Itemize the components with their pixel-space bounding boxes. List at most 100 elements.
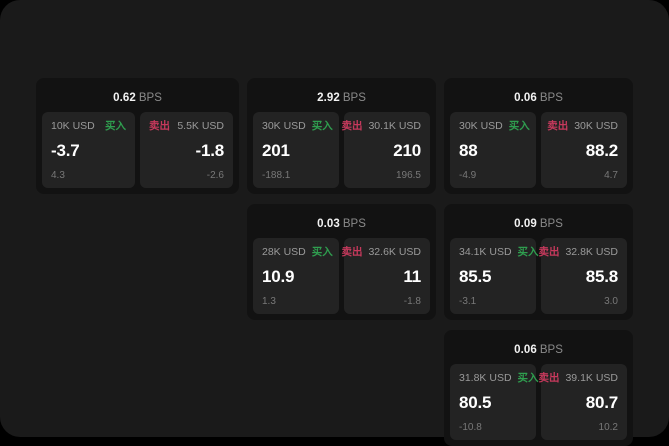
card-header: 2.92 BPS (253, 84, 430, 112)
sell-delta: 196.5 (395, 170, 421, 181)
quote-column-2: 2.92 BPS 30K USD 买入 201 -188.1 30.1K USD (247, 78, 436, 320)
buy-delta: 4.3 (51, 170, 65, 181)
card-sides: 28K USD 买入 10.9 1.3 32.6K USD 卖出 11 -1.8 (253, 238, 430, 314)
quote-column-3: 0.06 BPS 30K USD 买入 88 -4.9 30K USD (444, 78, 633, 446)
sell-panel[interactable]: 5.5K USD 卖出 -1.8 -2.6 (140, 112, 233, 188)
buy-price: 88 (459, 141, 478, 160)
buy-panel[interactable]: 30K USD 买入 201 -188.1 (253, 112, 339, 188)
card-sides: 30K USD 买入 88 -4.9 30K USD 卖出 88.2 4.7 (450, 112, 627, 188)
bps-unit-label: BPS (539, 92, 563, 104)
sell-price: 85.8 (585, 267, 618, 286)
card-header: 0.06 BPS (450, 336, 627, 364)
buy-price: -3.7 (51, 141, 80, 160)
card-sides: 34.1K USD 买入 85.5 -3.1 32.8K USD 卖出 85.8… (450, 238, 627, 314)
buy-panel[interactable]: 10K USD 买入 -3.7 4.3 (42, 112, 135, 188)
quote-card[interactable]: 0.03 BPS 28K USD 买入 10.9 1.3 32.6K USD (247, 204, 436, 320)
card-sides: 10K USD 买入 -3.7 4.3 5.5K USD 卖出 -1.8 -2.… (42, 112, 233, 188)
bps-unit-label: BPS (342, 92, 366, 104)
buy-size: 28K USD (262, 246, 306, 259)
buy-panel[interactable]: 28K USD 买入 10.9 1.3 (253, 238, 339, 314)
bps-value: 0.03 (317, 218, 340, 230)
sell-panel-top: 5.5K USD 卖出 (149, 120, 224, 133)
buy-size: 31.8K USD (459, 372, 512, 385)
sell-tag: 卖出 (547, 120, 569, 133)
card-sides: 31.8K USD 买入 80.5 -10.8 39.1K USD 卖出 80.… (450, 364, 627, 440)
buy-panel[interactable]: 34.1K USD 买入 85.5 -3.1 (450, 238, 539, 314)
bps-value: 2.92 (317, 92, 340, 104)
quote-card[interactable]: 0.62 BPS 10K USD 买入 -3.7 4.3 5.5K USD (36, 78, 239, 194)
sell-panel-top: 30.1K USD 卖出 (341, 120, 421, 133)
sell-delta: -2.6 (206, 170, 224, 181)
bps-value: 0.62 (113, 92, 136, 104)
quote-card[interactable]: 0.06 BPS 30K USD 买入 88 -4.9 30K USD (444, 78, 633, 194)
card-header: 0.62 BPS (42, 84, 233, 112)
bps-value: 0.06 (514, 92, 537, 104)
buy-delta: 1.3 (262, 296, 276, 307)
bps-unit-label: BPS (342, 218, 366, 230)
bps-value: 0.06 (514, 344, 537, 356)
sell-panel[interactable]: 30K USD 卖出 88.2 4.7 (541, 112, 627, 188)
sell-tag: 卖出 (341, 246, 363, 259)
sell-price: 210 (393, 141, 421, 160)
quote-card[interactable]: 2.92 BPS 30K USD 买入 201 -188.1 30.1K USD (247, 78, 436, 194)
sell-size: 5.5K USD (177, 120, 224, 133)
buy-panel-top: 28K USD 买入 (262, 246, 333, 259)
buy-panel[interactable]: 31.8K USD 买入 80.5 -10.8 (450, 364, 539, 440)
sell-delta: 10.2 (598, 422, 618, 433)
card-sides: 30K USD 买入 201 -188.1 30.1K USD 卖出 210 1… (253, 112, 430, 188)
sell-panel[interactable]: 39.1K USD 卖出 80.7 10.2 (538, 364, 627, 440)
bps-unit-label: BPS (539, 218, 563, 230)
sell-panel[interactable]: 32.8K USD 卖出 85.8 3.0 (538, 238, 627, 314)
buy-tag: 买入 (517, 246, 539, 259)
buy-size: 10K USD (51, 120, 95, 133)
sell-size: 30K USD (574, 120, 618, 133)
buy-panel-top: 10K USD 买入 (51, 120, 126, 133)
sell-price: 11 (403, 267, 421, 286)
sell-size: 39.1K USD (565, 372, 618, 385)
sell-size: 32.6K USD (368, 246, 421, 259)
sell-tag: 卖出 (538, 246, 560, 259)
quote-card[interactable]: 0.09 BPS 34.1K USD 买入 85.5 -3.1 32.8K USD (444, 204, 633, 320)
sell-tag: 卖出 (538, 372, 560, 385)
buy-panel-top: 31.8K USD 买入 (459, 372, 539, 385)
card-header: 0.09 BPS (450, 210, 627, 238)
sell-panel-top: 32.6K USD 卖出 (341, 246, 421, 259)
quote-column-1: 0.62 BPS 10K USD 买入 -3.7 4.3 5.5K USD (36, 78, 239, 194)
sell-delta: -1.8 (403, 296, 421, 307)
sell-size: 32.8K USD (565, 246, 618, 259)
buy-tag: 买入 (311, 246, 333, 259)
sell-panel-top: 32.8K USD 卖出 (538, 246, 618, 259)
sell-panel[interactable]: 32.6K USD 卖出 11 -1.8 (341, 238, 430, 314)
buy-tag: 买入 (508, 120, 530, 133)
quote-card[interactable]: 0.06 BPS 31.8K USD 买入 80.5 -10.8 39.1K US… (444, 330, 633, 446)
buy-size: 34.1K USD (459, 246, 512, 259)
buy-price: 80.5 (459, 393, 492, 412)
buy-panel[interactable]: 30K USD 买入 88 -4.9 (450, 112, 536, 188)
sell-price: 88.2 (585, 141, 618, 160)
buy-delta: -10.8 (459, 422, 482, 433)
buy-price: 201 (262, 141, 290, 160)
bps-unit-label: BPS (539, 344, 563, 356)
sell-tag: 卖出 (149, 120, 170, 133)
sell-price: 80.7 (585, 393, 618, 412)
buy-delta: -3.1 (459, 296, 477, 307)
bps-value: 0.09 (514, 218, 537, 230)
buy-delta: -188.1 (262, 170, 291, 181)
buy-panel-top: 34.1K USD 买入 (459, 246, 539, 259)
buy-panel-top: 30K USD 买入 (459, 120, 530, 133)
sell-panel-top: 30K USD 卖出 (547, 120, 618, 133)
buy-delta: -4.9 (459, 170, 477, 181)
sell-panel[interactable]: 30.1K USD 卖出 210 196.5 (341, 112, 430, 188)
sell-panel-top: 39.1K USD 卖出 (538, 372, 618, 385)
buy-tag: 买入 (311, 120, 333, 133)
sell-delta: 4.7 (604, 170, 618, 181)
buy-panel-top: 30K USD 买入 (262, 120, 333, 133)
card-header: 0.03 BPS (253, 210, 430, 238)
card-header: 0.06 BPS (450, 84, 627, 112)
quote-board: 0.62 BPS 10K USD 买入 -3.7 4.3 5.5K USD (36, 78, 633, 446)
sell-price: -1.8 (195, 141, 225, 160)
buy-price: 10.9 (262, 267, 295, 286)
bps-unit-label: BPS (138, 92, 162, 104)
sell-delta: 3.0 (604, 296, 618, 307)
